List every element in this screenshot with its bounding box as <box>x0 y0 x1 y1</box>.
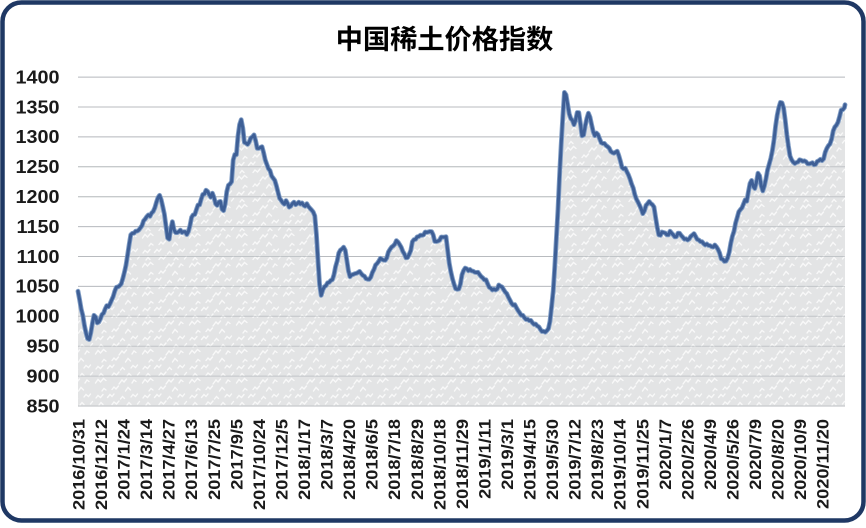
svg-text:2017/4/27: 2017/4/27 <box>159 419 178 500</box>
svg-text:2017/1/24: 2017/1/24 <box>114 419 133 500</box>
svg-text:2018/6/5: 2018/6/5 <box>362 419 381 490</box>
svg-text:2019/4/15: 2019/4/15 <box>520 419 539 500</box>
svg-text:1350: 1350 <box>15 98 59 118</box>
svg-text:2020/10/9: 2020/10/9 <box>791 419 810 500</box>
svg-text:1000: 1000 <box>15 307 59 327</box>
svg-text:2018/1/17: 2018/1/17 <box>295 419 314 500</box>
svg-text:1200: 1200 <box>15 188 59 208</box>
svg-text:2017/7/25: 2017/7/25 <box>204 419 223 500</box>
svg-text:900: 900 <box>26 367 59 387</box>
svg-text:2020/2/26: 2020/2/26 <box>678 419 697 500</box>
svg-text:2020/11/20: 2020/11/20 <box>813 419 832 509</box>
svg-text:2017/9/5: 2017/9/5 <box>227 419 246 490</box>
svg-text:1300: 1300 <box>15 128 59 148</box>
svg-text:2018/4/20: 2018/4/20 <box>340 419 359 500</box>
svg-text:2019/7/12: 2019/7/12 <box>565 419 584 500</box>
svg-text:2018/11/29: 2018/11/29 <box>452 419 471 509</box>
svg-text:2020/5/26: 2020/5/26 <box>723 419 742 500</box>
svg-text:2020/8/20: 2020/8/20 <box>768 419 787 500</box>
svg-text:2019/5/30: 2019/5/30 <box>543 419 562 500</box>
svg-text:2018/3/7: 2018/3/7 <box>317 419 336 490</box>
svg-text:1250: 1250 <box>15 158 59 178</box>
svg-text:2018/8/29: 2018/8/29 <box>407 419 426 500</box>
svg-text:1400: 1400 <box>15 68 59 88</box>
svg-text:950: 950 <box>26 337 59 357</box>
svg-text:2020/1/7: 2020/1/7 <box>655 419 674 490</box>
svg-text:2020/7/9: 2020/7/9 <box>746 419 765 490</box>
svg-text:2019/10/14: 2019/10/14 <box>610 419 629 510</box>
svg-text:2017/12/5: 2017/12/5 <box>272 419 291 500</box>
svg-text:2019/11/25: 2019/11/25 <box>633 419 652 509</box>
svg-text:2016/10/31: 2016/10/31 <box>69 419 88 510</box>
svg-text:2018/7/18: 2018/7/18 <box>385 419 404 500</box>
svg-text:2016/12/12: 2016/12/12 <box>92 419 111 510</box>
svg-text:2018/10/18: 2018/10/18 <box>430 419 449 510</box>
svg-text:1150: 1150 <box>17 218 60 238</box>
svg-text:2017/10/24: 2017/10/24 <box>249 419 268 510</box>
svg-text:2020/4/9: 2020/4/9 <box>700 419 719 490</box>
svg-text:1100: 1100 <box>17 247 60 267</box>
svg-text:2019/8/23: 2019/8/23 <box>588 419 607 500</box>
svg-text:1050: 1050 <box>15 277 59 297</box>
svg-text:2019/1/11: 2019/1/11 <box>475 419 494 499</box>
svg-text:2017/6/13: 2017/6/13 <box>182 419 201 500</box>
svg-text:2017/3/14: 2017/3/14 <box>137 419 156 500</box>
svg-text:850: 850 <box>26 397 59 417</box>
svg-text:2019/3/1: 2019/3/1 <box>497 419 516 490</box>
